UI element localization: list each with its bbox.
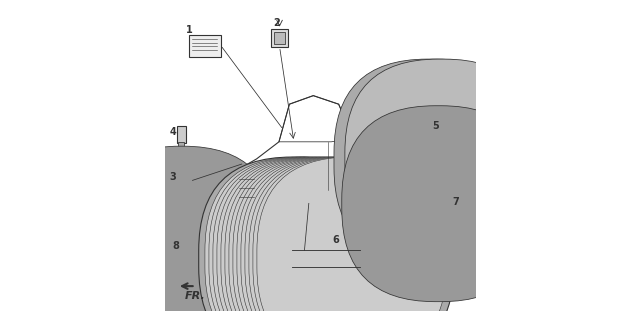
FancyBboxPatch shape (245, 157, 435, 311)
FancyBboxPatch shape (177, 126, 186, 143)
FancyBboxPatch shape (271, 29, 288, 47)
FancyBboxPatch shape (249, 157, 438, 311)
FancyBboxPatch shape (342, 106, 534, 302)
Circle shape (178, 236, 186, 243)
FancyBboxPatch shape (345, 59, 538, 258)
FancyBboxPatch shape (189, 35, 221, 57)
Text: 8: 8 (172, 241, 179, 251)
Text: 3: 3 (169, 172, 176, 182)
FancyBboxPatch shape (425, 133, 450, 172)
FancyBboxPatch shape (217, 157, 406, 311)
FancyBboxPatch shape (253, 157, 442, 311)
FancyBboxPatch shape (177, 161, 184, 199)
FancyBboxPatch shape (184, 171, 193, 190)
FancyBboxPatch shape (257, 157, 446, 311)
FancyBboxPatch shape (233, 157, 422, 311)
Text: 4: 4 (169, 127, 176, 137)
FancyBboxPatch shape (225, 157, 414, 311)
FancyBboxPatch shape (229, 157, 419, 311)
FancyBboxPatch shape (198, 157, 392, 311)
FancyBboxPatch shape (431, 188, 449, 212)
Text: 1: 1 (186, 25, 193, 35)
FancyBboxPatch shape (87, 146, 276, 311)
Text: 7: 7 (452, 197, 459, 207)
FancyBboxPatch shape (221, 157, 410, 311)
Text: FR.: FR. (185, 290, 205, 300)
FancyBboxPatch shape (213, 157, 403, 311)
FancyBboxPatch shape (205, 157, 394, 311)
FancyBboxPatch shape (209, 157, 398, 311)
Text: 5: 5 (432, 121, 438, 131)
Text: 2: 2 (273, 18, 280, 28)
FancyBboxPatch shape (237, 157, 426, 311)
FancyBboxPatch shape (241, 157, 430, 311)
FancyBboxPatch shape (334, 59, 530, 261)
FancyBboxPatch shape (261, 157, 454, 311)
FancyBboxPatch shape (178, 142, 184, 148)
Text: 6: 6 (332, 234, 339, 244)
FancyBboxPatch shape (274, 32, 285, 44)
